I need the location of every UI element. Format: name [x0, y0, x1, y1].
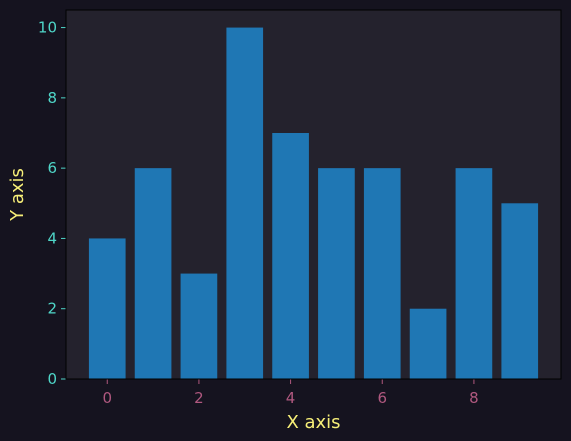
bar-5 [318, 168, 355, 379]
y-tick-label: 4 [47, 229, 57, 247]
x-axis-ticks: 0 2 4 6 8 [102, 379, 479, 407]
x-tick-label: 6 [377, 389, 387, 407]
bars-group [88, 27, 539, 379]
bar-6 [363, 168, 401, 379]
bar-2 [180, 273, 218, 379]
y-axis-ticks: 0 2 4 6 8 10 [38, 19, 66, 388]
x-tick-label: 2 [194, 389, 204, 407]
x-tick-label: 8 [469, 389, 479, 407]
y-tick-label: 8 [47, 89, 57, 107]
y-tick-label: 6 [47, 159, 57, 177]
y-axis-label: Y axis [7, 168, 28, 222]
x-axis-label: X axis [286, 412, 340, 433]
bar-7 [409, 308, 447, 379]
bar-1 [134, 168, 172, 379]
bar-9 [501, 203, 539, 379]
bar-8 [455, 168, 493, 379]
x-tick-label: 0 [102, 389, 112, 407]
y-tick-label: 10 [38, 19, 57, 37]
y-tick-label: 0 [47, 370, 57, 388]
bar-3 [226, 27, 264, 379]
bar-4 [272, 133, 309, 379]
y-tick-label: 2 [47, 300, 57, 318]
x-tick-label: 4 [286, 389, 296, 407]
bar-0 [88, 238, 126, 379]
plot-frame [65, 9, 562, 380]
